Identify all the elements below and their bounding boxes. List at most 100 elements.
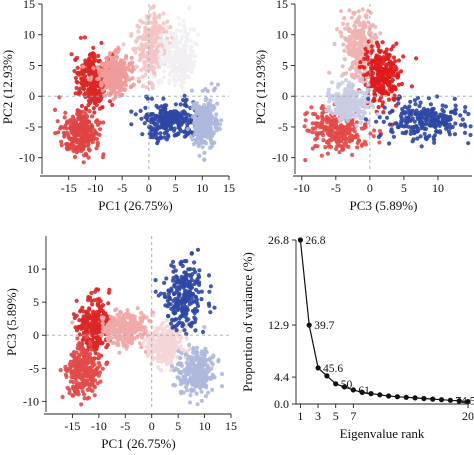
y-tick-label: -10 (272, 151, 288, 165)
data-point (401, 124, 406, 129)
data-point (82, 35, 87, 40)
data-point (430, 110, 435, 115)
data-point (374, 62, 379, 67)
data-point (121, 343, 126, 348)
data-point (82, 392, 87, 397)
data-point (190, 137, 195, 142)
scree-point (333, 381, 339, 387)
data-point (391, 96, 396, 101)
data-point (334, 94, 339, 99)
data-point (192, 309, 197, 314)
data-point (419, 144, 424, 149)
data-point (105, 314, 110, 319)
data-point (190, 63, 195, 69)
data-point (182, 27, 187, 32)
y-tick-label: 0 (29, 89, 35, 103)
data-point (154, 103, 159, 108)
data-point (386, 92, 391, 97)
data-point (62, 115, 67, 120)
scree-point (350, 387, 356, 393)
data-point (434, 94, 440, 99)
data-point (303, 158, 308, 163)
data-point (353, 24, 358, 29)
data-point (332, 124, 338, 129)
data-point (77, 365, 82, 370)
scree-point (368, 391, 374, 397)
data-point (158, 108, 163, 113)
data-point (181, 347, 186, 352)
data-point (168, 321, 174, 326)
x-tick-label: 3 (315, 409, 321, 423)
data-point (352, 61, 357, 66)
data-point (140, 341, 145, 346)
cumulative-label: 61 (358, 385, 370, 397)
data-point (339, 110, 344, 115)
data-point (195, 402, 200, 407)
data-point (202, 150, 207, 155)
data-point (372, 66, 377, 71)
data-point (156, 359, 161, 364)
data-point (172, 291, 177, 296)
data-point (103, 325, 108, 330)
data-point (189, 355, 194, 360)
data-point (170, 32, 175, 37)
data-point (170, 278, 176, 283)
data-point (82, 396, 87, 401)
data-point (180, 324, 185, 329)
data-point (88, 321, 93, 326)
data-point (212, 120, 217, 126)
data-point (81, 86, 86, 91)
data-point (432, 140, 437, 145)
data-point (359, 126, 364, 131)
data-point (92, 362, 97, 367)
data-point (365, 105, 371, 110)
data-point (198, 131, 203, 136)
data-point (175, 59, 180, 64)
data-point (101, 152, 106, 157)
data-point (119, 81, 124, 86)
data-point (97, 355, 102, 360)
data-point (107, 54, 112, 59)
scree-point (403, 394, 409, 400)
data-point (360, 79, 365, 85)
data-point (341, 125, 346, 130)
data-point (174, 28, 179, 33)
data-point (150, 26, 155, 31)
data-point (205, 88, 210, 94)
data-point (201, 383, 206, 389)
data-point (60, 394, 65, 400)
data-point (191, 267, 196, 272)
data-point (183, 42, 188, 47)
data-point (334, 138, 339, 143)
data-point (153, 289, 158, 294)
data-point (192, 40, 197, 45)
data-point (129, 122, 134, 127)
data-point (219, 371, 225, 377)
data-point (431, 123, 436, 128)
data-point (77, 113, 82, 118)
data-point (135, 334, 140, 339)
data-point (185, 388, 190, 393)
data-point (142, 121, 147, 126)
data-point (341, 42, 346, 47)
data-point (352, 129, 357, 134)
data-point (208, 104, 213, 109)
data-point (95, 143, 100, 148)
data-point (414, 56, 419, 61)
data-point (179, 259, 184, 264)
data-point (91, 45, 96, 51)
data-point (151, 74, 156, 79)
data-point (161, 11, 166, 16)
data-point (89, 290, 94, 296)
data-point (382, 105, 387, 110)
data-point (396, 58, 401, 63)
data-point (415, 136, 420, 141)
data-point (137, 58, 142, 63)
data-point (119, 70, 125, 75)
data-point (113, 64, 119, 69)
data-point (136, 76, 141, 81)
data-point (97, 296, 102, 301)
data-point (105, 69, 110, 74)
data-point (217, 122, 223, 127)
data-point (127, 62, 132, 67)
